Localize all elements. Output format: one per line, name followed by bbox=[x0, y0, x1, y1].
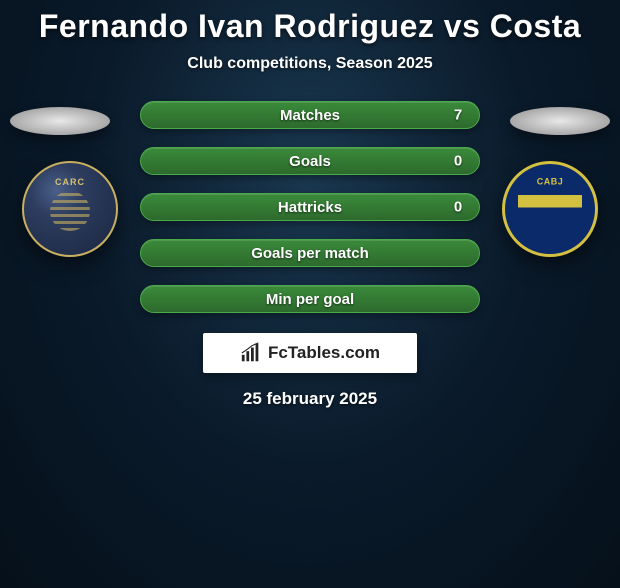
shelf-right bbox=[510, 107, 610, 135]
stat-row: Goals 0 bbox=[140, 147, 480, 175]
bar-chart-icon bbox=[240, 342, 262, 364]
brand-text: FcTables.com bbox=[268, 343, 380, 363]
stat-label: Matches bbox=[280, 107, 340, 124]
stat-row: Hattricks 0 bbox=[140, 193, 480, 221]
stat-label: Min per goal bbox=[266, 291, 354, 308]
stat-row: Matches 7 bbox=[140, 101, 480, 129]
brand-badge: FcTables.com bbox=[203, 333, 417, 373]
stat-row: Goals per match bbox=[140, 239, 480, 267]
stat-label: Goals bbox=[289, 153, 331, 170]
stat-label: Hattricks bbox=[278, 199, 342, 216]
shelf-left bbox=[10, 107, 110, 135]
club-shield-right bbox=[517, 169, 583, 245]
comparison-stage: Matches 7 Goals 0 Hattricks 0 Goals per match M… bbox=[0, 101, 620, 313]
stat-value-right: 7 bbox=[443, 107, 473, 124]
stat-value-right: 0 bbox=[443, 199, 473, 216]
club-crest-left bbox=[22, 161, 118, 257]
stat-label: Goals per match bbox=[251, 245, 369, 262]
stat-rows: Matches 7 Goals 0 Hattricks 0 Goals per match M… bbox=[140, 101, 480, 313]
stat-value-right: 0 bbox=[443, 153, 473, 170]
footer-date: 25 february 2025 bbox=[0, 389, 620, 409]
club-crest-right bbox=[502, 161, 598, 257]
subtitle: Club competitions, Season 2025 bbox=[0, 55, 620, 73]
stat-row: Min per goal bbox=[140, 285, 480, 313]
page-title: Fernando Ivan Rodriguez vs Costa bbox=[0, 8, 620, 45]
